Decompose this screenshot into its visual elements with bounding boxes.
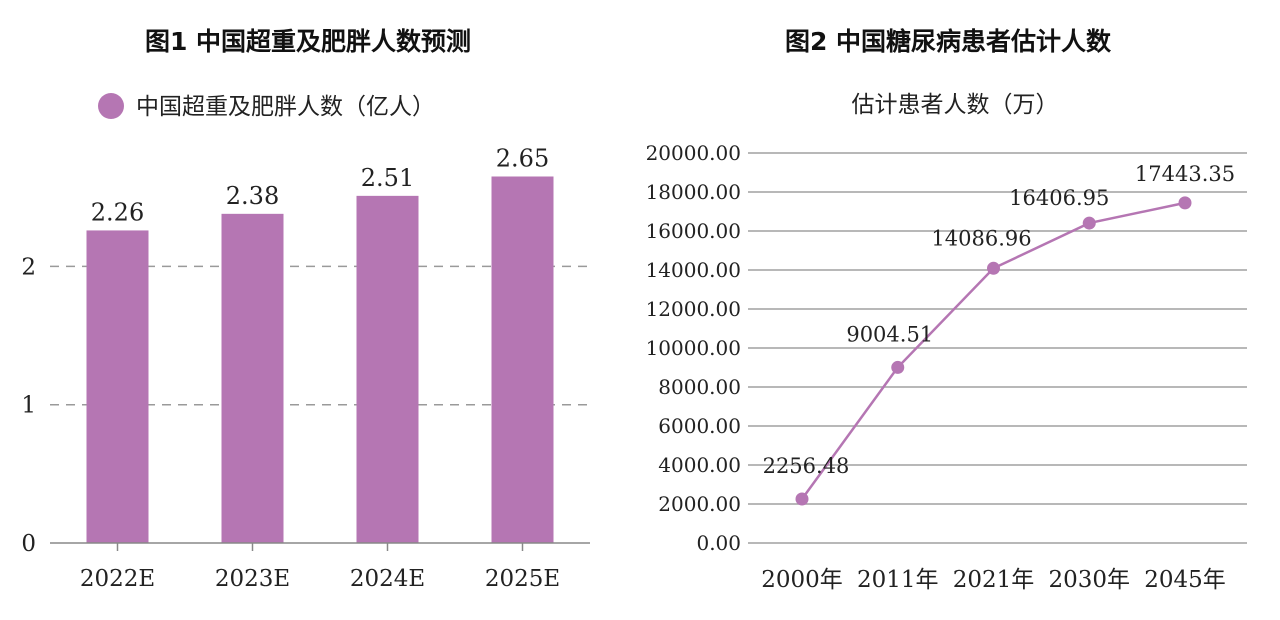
chart2-point: [1082, 216, 1096, 230]
chart2-value-label: 2256.48: [763, 454, 850, 478]
chart2-point: [795, 492, 809, 506]
chart1-x-tick-label: 2023E: [215, 566, 290, 592]
chart1-value-label: 2.65: [496, 144, 549, 172]
chart1-x-tick-label: 2022E: [80, 566, 155, 592]
chart2-y-tick-label: 2000.00: [658, 492, 741, 516]
chart1-bar: [491, 176, 554, 544]
chart1-y-tick-label: 2: [21, 254, 36, 280]
chart1-y-tick-label: 0: [21, 531, 36, 557]
chart2-y-tick-label: 18000.00: [646, 180, 741, 204]
chart1-bar: [221, 213, 284, 543]
chart2-y-tick-label: 4000.00: [658, 453, 741, 477]
chart1-value-label: 2.26: [91, 198, 144, 226]
chart2-x-tick-label: 2021年: [953, 567, 1035, 593]
chart1-value-labels: 2.26 2.38 2.51 2.65: [91, 144, 549, 226]
chart2-y-tick-label: 12000.00: [646, 297, 741, 321]
chart1-x-tick-label: 2024E: [350, 566, 425, 592]
chart1-legend-marker: [98, 93, 124, 119]
chart2-y-tick-label: 14000.00: [646, 258, 741, 282]
chart2-series-title: 估计患者人数（万）: [852, 92, 1059, 118]
chart2-y-tick-label: 6000.00: [658, 414, 741, 438]
chart2-gridlines: [748, 152, 1247, 544]
chart2-value-label: 9004.51: [846, 322, 933, 346]
chart1-y-tick-label: 1: [21, 393, 36, 419]
chart2-y-tick-labels: 0.00 2000.00 4000.00 6000.00 8000.00 10000.00…: [646, 141, 741, 555]
chart1-x-tick-label: 2025E: [485, 566, 560, 592]
chart1-value-label: 2.38: [226, 182, 279, 210]
chart2-point: [1178, 196, 1192, 210]
chart1-title: 图1 中国超重及肥胖人数预测: [145, 27, 471, 56]
chart2-y-tick-label: 20000.00: [646, 141, 741, 165]
chart2-series: [795, 196, 1192, 506]
chart1-legend-label: 中国超重及肥胖人数（亿人）: [136, 94, 435, 120]
chart1-x-tick-labels: 2022E 2023E 2024E 2025E: [80, 543, 560, 592]
chart2-y-tick-label: 8000.00: [658, 375, 741, 399]
chart2-x-tick-label: 2030年: [1048, 567, 1130, 593]
chart1-bar: [86, 230, 149, 543]
chart2-x-tick-label: 2011年: [857, 567, 939, 593]
chart2-x-tick-label: 2000年: [761, 567, 843, 593]
chart2-y-tick-label: 0.00: [696, 531, 741, 555]
chart2-x-tick-labels: 2000年 2011年 2021年 2030年 2045年: [761, 567, 1226, 593]
chart2-y-tick-label: 10000.00: [646, 336, 741, 360]
chart1-bar: [356, 195, 419, 543]
chart2-y-tick-label: 16000.00: [646, 219, 741, 243]
chart2-point: [891, 360, 905, 374]
chart1-value-label: 2.51: [361, 164, 414, 192]
chart2-value-label: 17443.35: [1135, 162, 1235, 186]
chart2-value-labels: 2256.48 9004.51 14086.96 16406.95 17443.35: [763, 162, 1236, 478]
chart2-x-tick-label: 2045年: [1144, 567, 1226, 593]
chart2-point: [987, 261, 1000, 275]
chart2-value-label: 14086.96: [931, 226, 1031, 250]
chart1-y-tick-labels: 0 1 2: [21, 254, 36, 557]
chart2-value-label: 16406.95: [1009, 186, 1109, 210]
chart2-title: 图2 中国糖尿病患者估计人数: [785, 27, 1112, 56]
chart1-bars: [86, 176, 554, 544]
